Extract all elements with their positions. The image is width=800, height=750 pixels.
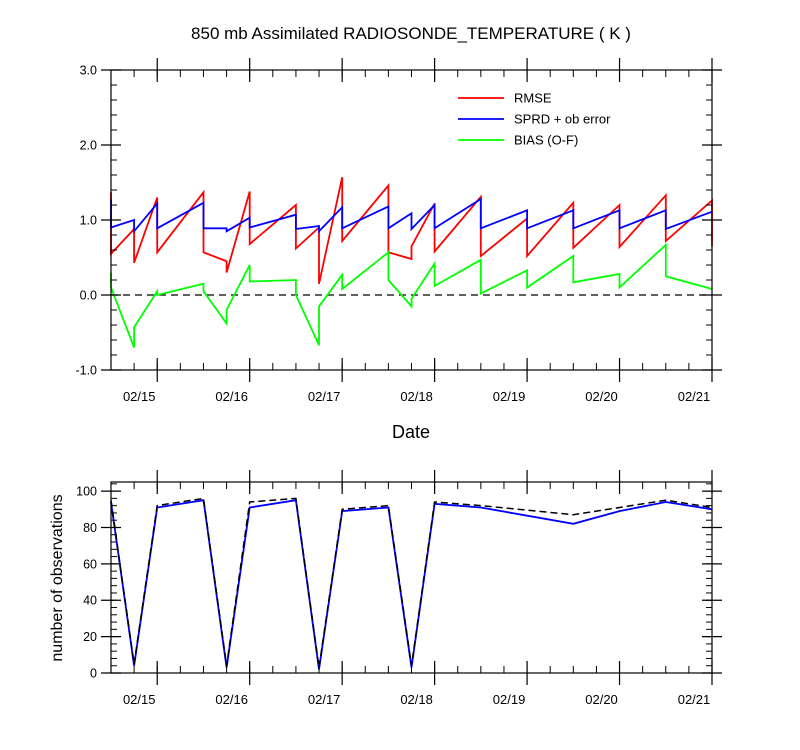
x-tick-label: 02/16: [215, 692, 248, 707]
y-tick-label: 3.0: [80, 64, 97, 78]
series-line-possible: [110, 497, 713, 668]
x-tick-label: 02/17: [308, 389, 341, 404]
x-tick-label: 02/19: [493, 692, 526, 707]
x-tick-label: 02/15: [123, 692, 156, 707]
x-tick-label: 02/20: [585, 692, 618, 707]
x-tick-label: 02/18: [400, 389, 433, 404]
y-tick-label: 2.0: [80, 139, 97, 153]
y-tick-label: 60: [83, 557, 97, 571]
y-tick-label: 80: [83, 521, 97, 535]
y-tick-label: 0: [90, 667, 97, 681]
chart-title: 850 mb Assimilated RADIOSONDE_TEMPERATUR…: [191, 24, 631, 43]
legend-label: RMSE: [514, 91, 552, 106]
y-tick-label: 100: [76, 485, 97, 499]
series-line-assimilated: [110, 499, 713, 670]
series-line-bias-o-f: [110, 242, 713, 348]
series-line-sprd-ob-error: [110, 197, 713, 234]
x-tick-label: 02/21: [678, 389, 711, 404]
x-tick-label: 02/18: [400, 692, 433, 707]
y-tick-label: 0.0: [80, 289, 97, 303]
y-tick-label: 1.0: [80, 214, 97, 228]
x-tick-label: 02/16: [215, 389, 248, 404]
top-plot: 850 mb Assimilated RADIOSONDE_TEMPERATUR…: [75, 24, 722, 442]
series-line-rmse: [110, 177, 713, 284]
x-tick-label: 02/17: [308, 692, 341, 707]
bottom-plot: number of observations 0 20 40 60 80 100 02/15…: [49, 470, 722, 707]
x-tick-label: 02/21: [678, 692, 711, 707]
y-tick-label: 20: [83, 630, 97, 644]
x-tick-label: 02/19: [493, 389, 526, 404]
x-tick-label: 02/15: [123, 389, 156, 404]
y-tick-label: -1.0: [75, 364, 97, 378]
x-tick-label: 02/20: [585, 389, 618, 404]
y-tick-label: 40: [83, 594, 97, 608]
legend-label: SPRD + ob error: [514, 112, 611, 127]
legend-label: BIAS (O-F): [514, 133, 578, 148]
x-axis-label: Date: [392, 422, 430, 442]
y-axis-label-observations: number of observations: [49, 494, 66, 661]
